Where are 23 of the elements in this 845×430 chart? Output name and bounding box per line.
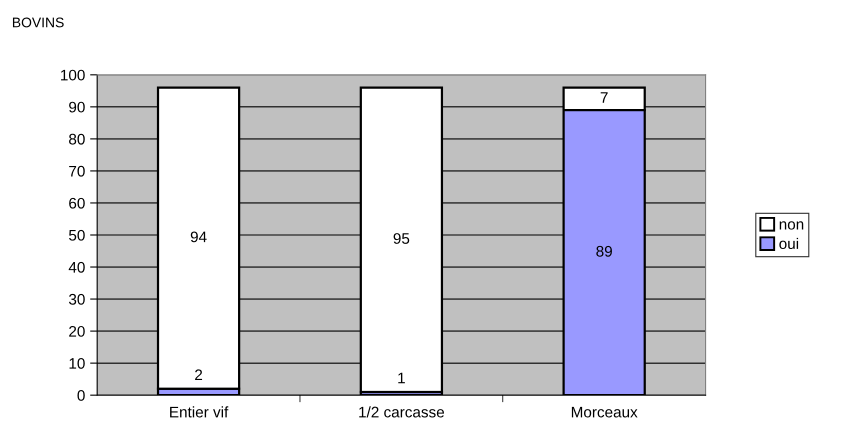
y-tick-label: 90 [69, 102, 85, 113]
y-tick-label: 0 [77, 390, 85, 401]
data-label: 95 [394, 233, 410, 244]
y-tick-label: 10 [70, 358, 85, 369]
y-tick-label: 20 [69, 326, 85, 337]
legend-label: non [780, 221, 804, 230]
x-tick-label: 1/2 carcasse [359, 406, 444, 418]
data-label: 89 [596, 246, 612, 257]
y-tick-label: 40 [68, 262, 85, 273]
x-tick-label: Morceaux [572, 406, 638, 418]
legend-label: oui [779, 238, 798, 250]
y-tick-label: 50 [68, 230, 85, 241]
y-tick-label: 70 [69, 166, 85, 177]
y-tick-label: 100 [61, 70, 85, 81]
data-label: 2 [195, 369, 202, 380]
data-label: 1 [398, 372, 405, 384]
chart-title: BOVINS [12, 18, 64, 28]
data-label: 7 [600, 92, 608, 103]
y-tick-label: 60 [69, 198, 85, 209]
data-label: 94 [190, 231, 207, 242]
y-tick-label: 30 [68, 294, 85, 305]
x-tick-label: Entier vif [170, 406, 228, 418]
y-tick-label: 80 [69, 134, 85, 145]
